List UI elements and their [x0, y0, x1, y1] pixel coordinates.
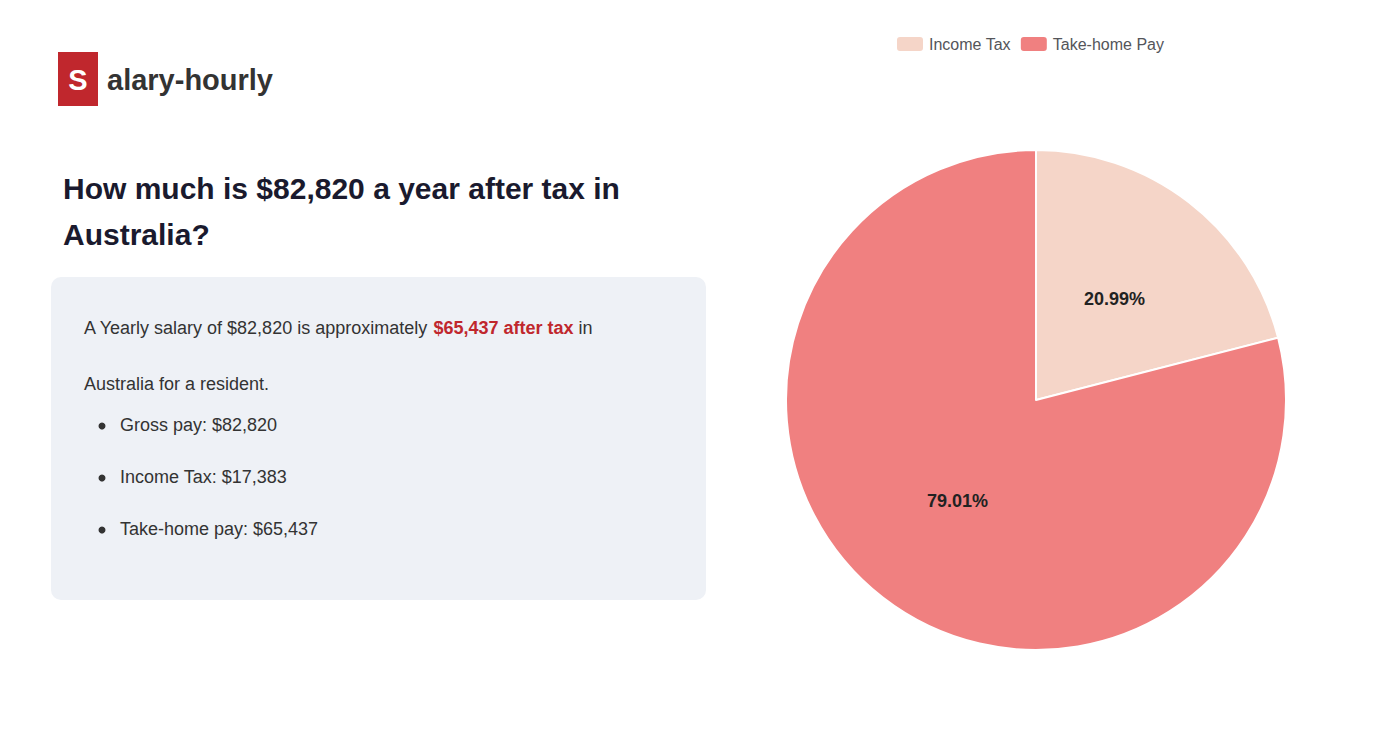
- svg-text:Australia for a resident.: Australia for a resident.: [84, 374, 269, 394]
- svg-text:A Yearly salary of $82,820 is: A Yearly salary of $82,820 is approximat…: [84, 318, 432, 338]
- svg-text:$65,437 after tax: $65,437 after tax: [434, 318, 574, 338]
- svg-text:79.01%: 79.01%: [927, 491, 988, 511]
- svg-text:How much is $82,820 a year aft: How much is $82,820 a year after tax in: [63, 172, 620, 205]
- svg-text:S: S: [68, 64, 87, 96]
- svg-text:in: in: [574, 318, 593, 338]
- svg-text:alary-hourly: alary-hourly: [107, 64, 273, 96]
- svg-text:20.99%: 20.99%: [1084, 289, 1145, 309]
- svg-text:Income Tax: $17,383: Income Tax: $17,383: [120, 467, 287, 487]
- svg-text:Take-home pay: $65,437: Take-home pay: $65,437: [120, 519, 318, 539]
- svg-text:Take-home Pay: Take-home Pay: [1053, 36, 1164, 53]
- svg-text:Australia?: Australia?: [63, 218, 210, 251]
- svg-text:Gross pay: $82,820: Gross pay: $82,820: [120, 415, 277, 435]
- svg-text:Income Tax: Income Tax: [929, 36, 1011, 53]
